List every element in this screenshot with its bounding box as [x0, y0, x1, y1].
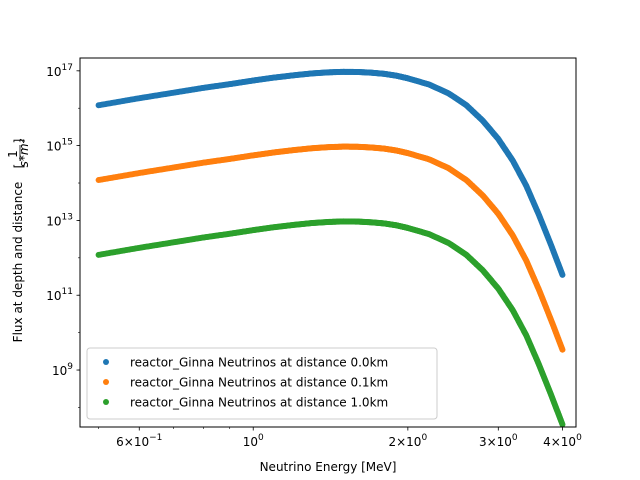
x-tick-label: 2×100	[388, 433, 427, 449]
legend-box	[86, 347, 438, 420]
axis-ticks: 6×10−1 100 2×100 3×100 4×100 109 1011 1013 1015 1…	[46, 63, 582, 449]
legend-label: reactor_Ginna Neutrinos at distance 0.1k…	[130, 376, 388, 390]
y-axis-label-text: Flux at depth and distance	[11, 182, 25, 343]
series-0	[95, 68, 566, 278]
y-tick-label: 109	[52, 362, 73, 378]
y-tick-label: 1013	[46, 212, 73, 228]
legend: reactor_Ginna Neutrinos at distance 0.0k…	[86, 347, 438, 420]
y-axis-label: Flux at depth and distance [ 1 s*m² ]	[6, 138, 31, 342]
y-axis-label-fraction-numerator: 1	[6, 150, 20, 158]
data-point	[559, 346, 566, 353]
legend-label: reactor_Ginna Neutrinos at distance 1.0k…	[130, 396, 388, 410]
data-points	[95, 68, 566, 428]
series-1	[95, 143, 566, 353]
y-axis-label-fraction-denominator: s*m²	[17, 138, 31, 167]
y-tick-label: 1011	[46, 287, 73, 303]
x-tick-label: 100	[243, 433, 264, 449]
series-2	[95, 218, 566, 428]
y-axis-label-bracket-close: ]	[12, 139, 26, 144]
x-axis-label: Neutrino Energy [MeV]	[260, 460, 397, 474]
x-tick-label: 4×100	[543, 433, 582, 449]
data-point	[559, 271, 566, 278]
y-tick-label: 1015	[46, 138, 73, 154]
x-tick-label: 3×100	[479, 433, 518, 449]
y-tick-label: 1017	[46, 63, 73, 79]
legend-label: reactor_Ginna Neutrinos at distance 0.0k…	[130, 356, 388, 370]
y-axis-label-bracket-open: [	[12, 164, 26, 169]
data-point	[559, 421, 566, 428]
legend-marker	[103, 359, 109, 365]
legend-marker	[103, 399, 109, 405]
legend-entries: reactor_Ginna Neutrinos at distance 0.0k…	[103, 356, 388, 410]
plot-frame	[79, 57, 577, 428]
legend-marker	[103, 379, 109, 385]
x-tick-label: 6×10−1	[116, 433, 162, 449]
